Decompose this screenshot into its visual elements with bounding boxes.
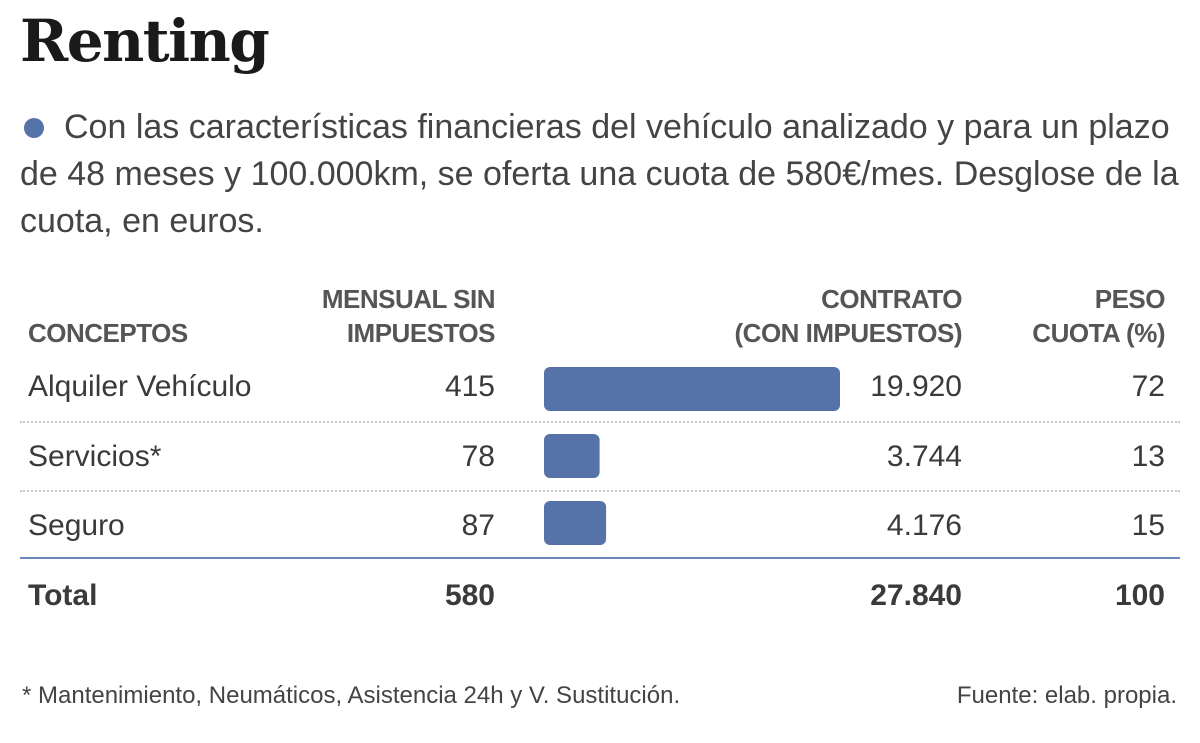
row-3-concept: Seguro <box>28 509 125 542</box>
row-1-contract: 19.920 <box>870 370 962 403</box>
total-monthly: 580 <box>444 579 495 612</box>
row-3-monthly: 87 <box>461 509 495 542</box>
bar-1 <box>544 367 840 411</box>
total-contract: 27.840 <box>870 579 962 612</box>
subtitle-text: Con las características financieras del … <box>20 108 1179 240</box>
footnote: * Mantenimiento, Neumáticos, Asistencia … <box>22 682 681 709</box>
row-2-monthly: 78 <box>461 440 495 473</box>
row-3-contract: 4.176 <box>886 509 962 542</box>
row-separator <box>20 490 1180 492</box>
header-contract-line1: CONTRATO <box>821 284 962 314</box>
total-weight: 100 <box>1114 579 1165 612</box>
row-1-weight: 72 <box>1131 370 1165 403</box>
row-3-weight: 15 <box>1131 509 1165 542</box>
chart-subtitle: Con las características financieras del … <box>20 104 1185 245</box>
bullet-dot-icon <box>24 117 44 138</box>
chart-title: Renting <box>20 7 270 75</box>
row-1-monthly: 415 <box>444 370 495 403</box>
header-weight-line2: CUOTA (%) <box>1032 318 1165 348</box>
header-contract-line2: (CON IMPUESTOS) <box>734 318 963 348</box>
row-2-concept: Servicios* <box>28 440 162 473</box>
source-note: Fuente: elab. propia. <box>956 682 1177 709</box>
row-1-concept: Alquiler Vehículo <box>28 370 252 403</box>
header-monthly-line1: MENSUAL SIN <box>321 284 496 314</box>
row-2-contract: 3.744 <box>886 440 962 473</box>
total-separator <box>20 557 1180 559</box>
bar-3 <box>544 501 607 545</box>
header-monthly-line2: IMPUESTOS <box>346 318 496 348</box>
header-weight-line1: PESO <box>1094 284 1166 314</box>
header-concept: CONCEPTOS <box>28 318 188 348</box>
row-separator <box>20 421 1180 423</box>
row-2-weight: 13 <box>1131 440 1165 473</box>
bar-2 <box>544 434 600 478</box>
total-concept: Total <box>28 579 98 612</box>
